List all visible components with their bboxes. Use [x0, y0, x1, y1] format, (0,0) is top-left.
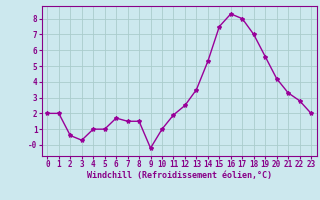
X-axis label: Windchill (Refroidissement éolien,°C): Windchill (Refroidissement éolien,°C)	[87, 171, 272, 180]
